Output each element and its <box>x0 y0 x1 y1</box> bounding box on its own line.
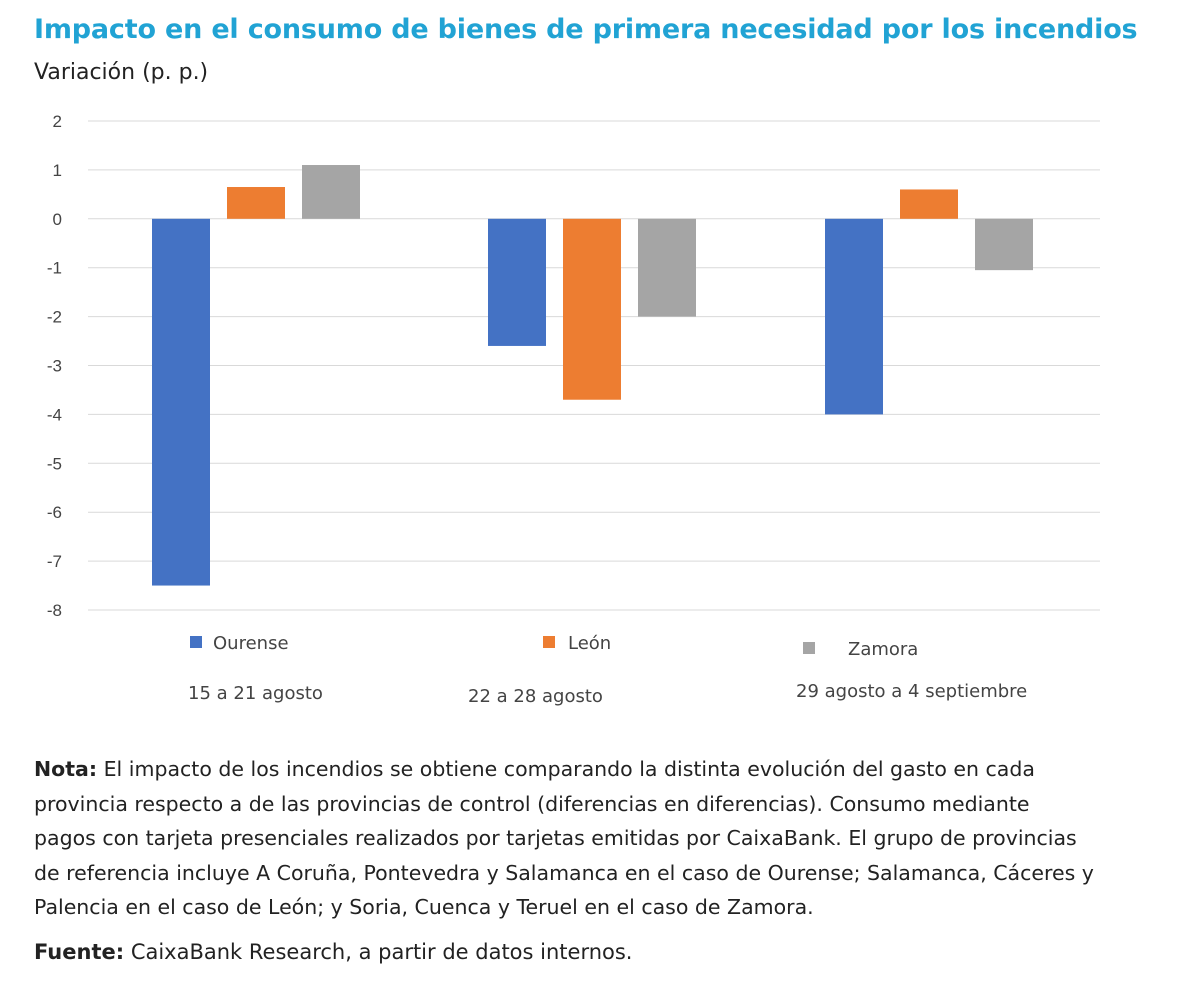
category-label-2: 22 a 28 agosto <box>468 686 603 707</box>
bar-leon-2 <box>563 218 621 400</box>
y-tick-label: -7 <box>47 552 62 571</box>
legend-label-1: Ourense <box>213 633 289 654</box>
y-tick-label: -3 <box>47 357 62 376</box>
source-line: Fuente: CaixaBank Research, a partir de … <box>34 940 633 964</box>
note-text-3: pagos con tarjeta presenciales realizado… <box>34 826 1077 850</box>
legend-swatch-3 <box>803 642 815 654</box>
legend-label-2: León <box>568 633 611 654</box>
bar-zamora-3 <box>975 218 1033 271</box>
legend-label-3: Zamora <box>848 639 918 660</box>
note-text-2: provincia respecto a de las provincias d… <box>34 791 1030 816</box>
note-line-1: Nota: El impacto de los incendios se obt… <box>34 752 1184 787</box>
y-tick-label: -6 <box>47 503 62 522</box>
note-label: Nota: <box>34 757 98 781</box>
y-tick-label: -2 <box>47 308 62 327</box>
source-label: Fuente: <box>34 940 125 964</box>
note-text-5: Palencia en el caso de León; y Soria, Cu… <box>34 895 814 919</box>
source-text: CaixaBank Research, a partir de datos in… <box>130 940 633 964</box>
y-tick-label: -5 <box>47 454 62 473</box>
bar-ourense-1 <box>152 218 210 586</box>
bar-ourense-3 <box>825 218 883 415</box>
y-tick-label: -1 <box>47 259 62 278</box>
y-tick-label: -4 <box>47 405 62 424</box>
category-label-1: 15 a 21 agosto <box>188 683 323 704</box>
y-tick-label: 2 <box>53 112 62 131</box>
y-axis-label: Variación (p. p.) <box>34 60 209 85</box>
category-label-3: 29 agosto a 4 septiembre <box>796 681 1027 702</box>
bar-chart: 2 1 0 -1 -2 -3 -4 -5 -6 -7 -8 Ourense León Zamora 15 a… <box>47 112 1100 707</box>
y-tick-label: 0 <box>53 210 62 229</box>
bar-zamora-1 <box>302 165 360 219</box>
y-tick-label: 1 <box>53 161 62 180</box>
legend-swatch-1 <box>190 636 202 648</box>
y-tick-label: -8 <box>47 601 62 620</box>
bar-zamora-2 <box>638 218 696 317</box>
bar-ourense-2 <box>488 218 546 346</box>
note-text-4: de referencia incluye A Coruña, Ponteved… <box>34 860 1094 885</box>
note-text-1: El impacto de los incendios se obtiene c… <box>103 757 1035 781</box>
bar-leon-3 <box>900 189 958 219</box>
chart-title: Impacto en el consumo de bienes de prime… <box>34 14 1138 45</box>
note-block: Nota: El impacto de los incendios se obt… <box>34 752 1184 925</box>
legend-swatch-2 <box>543 636 555 648</box>
bar-leon-1 <box>227 187 285 219</box>
